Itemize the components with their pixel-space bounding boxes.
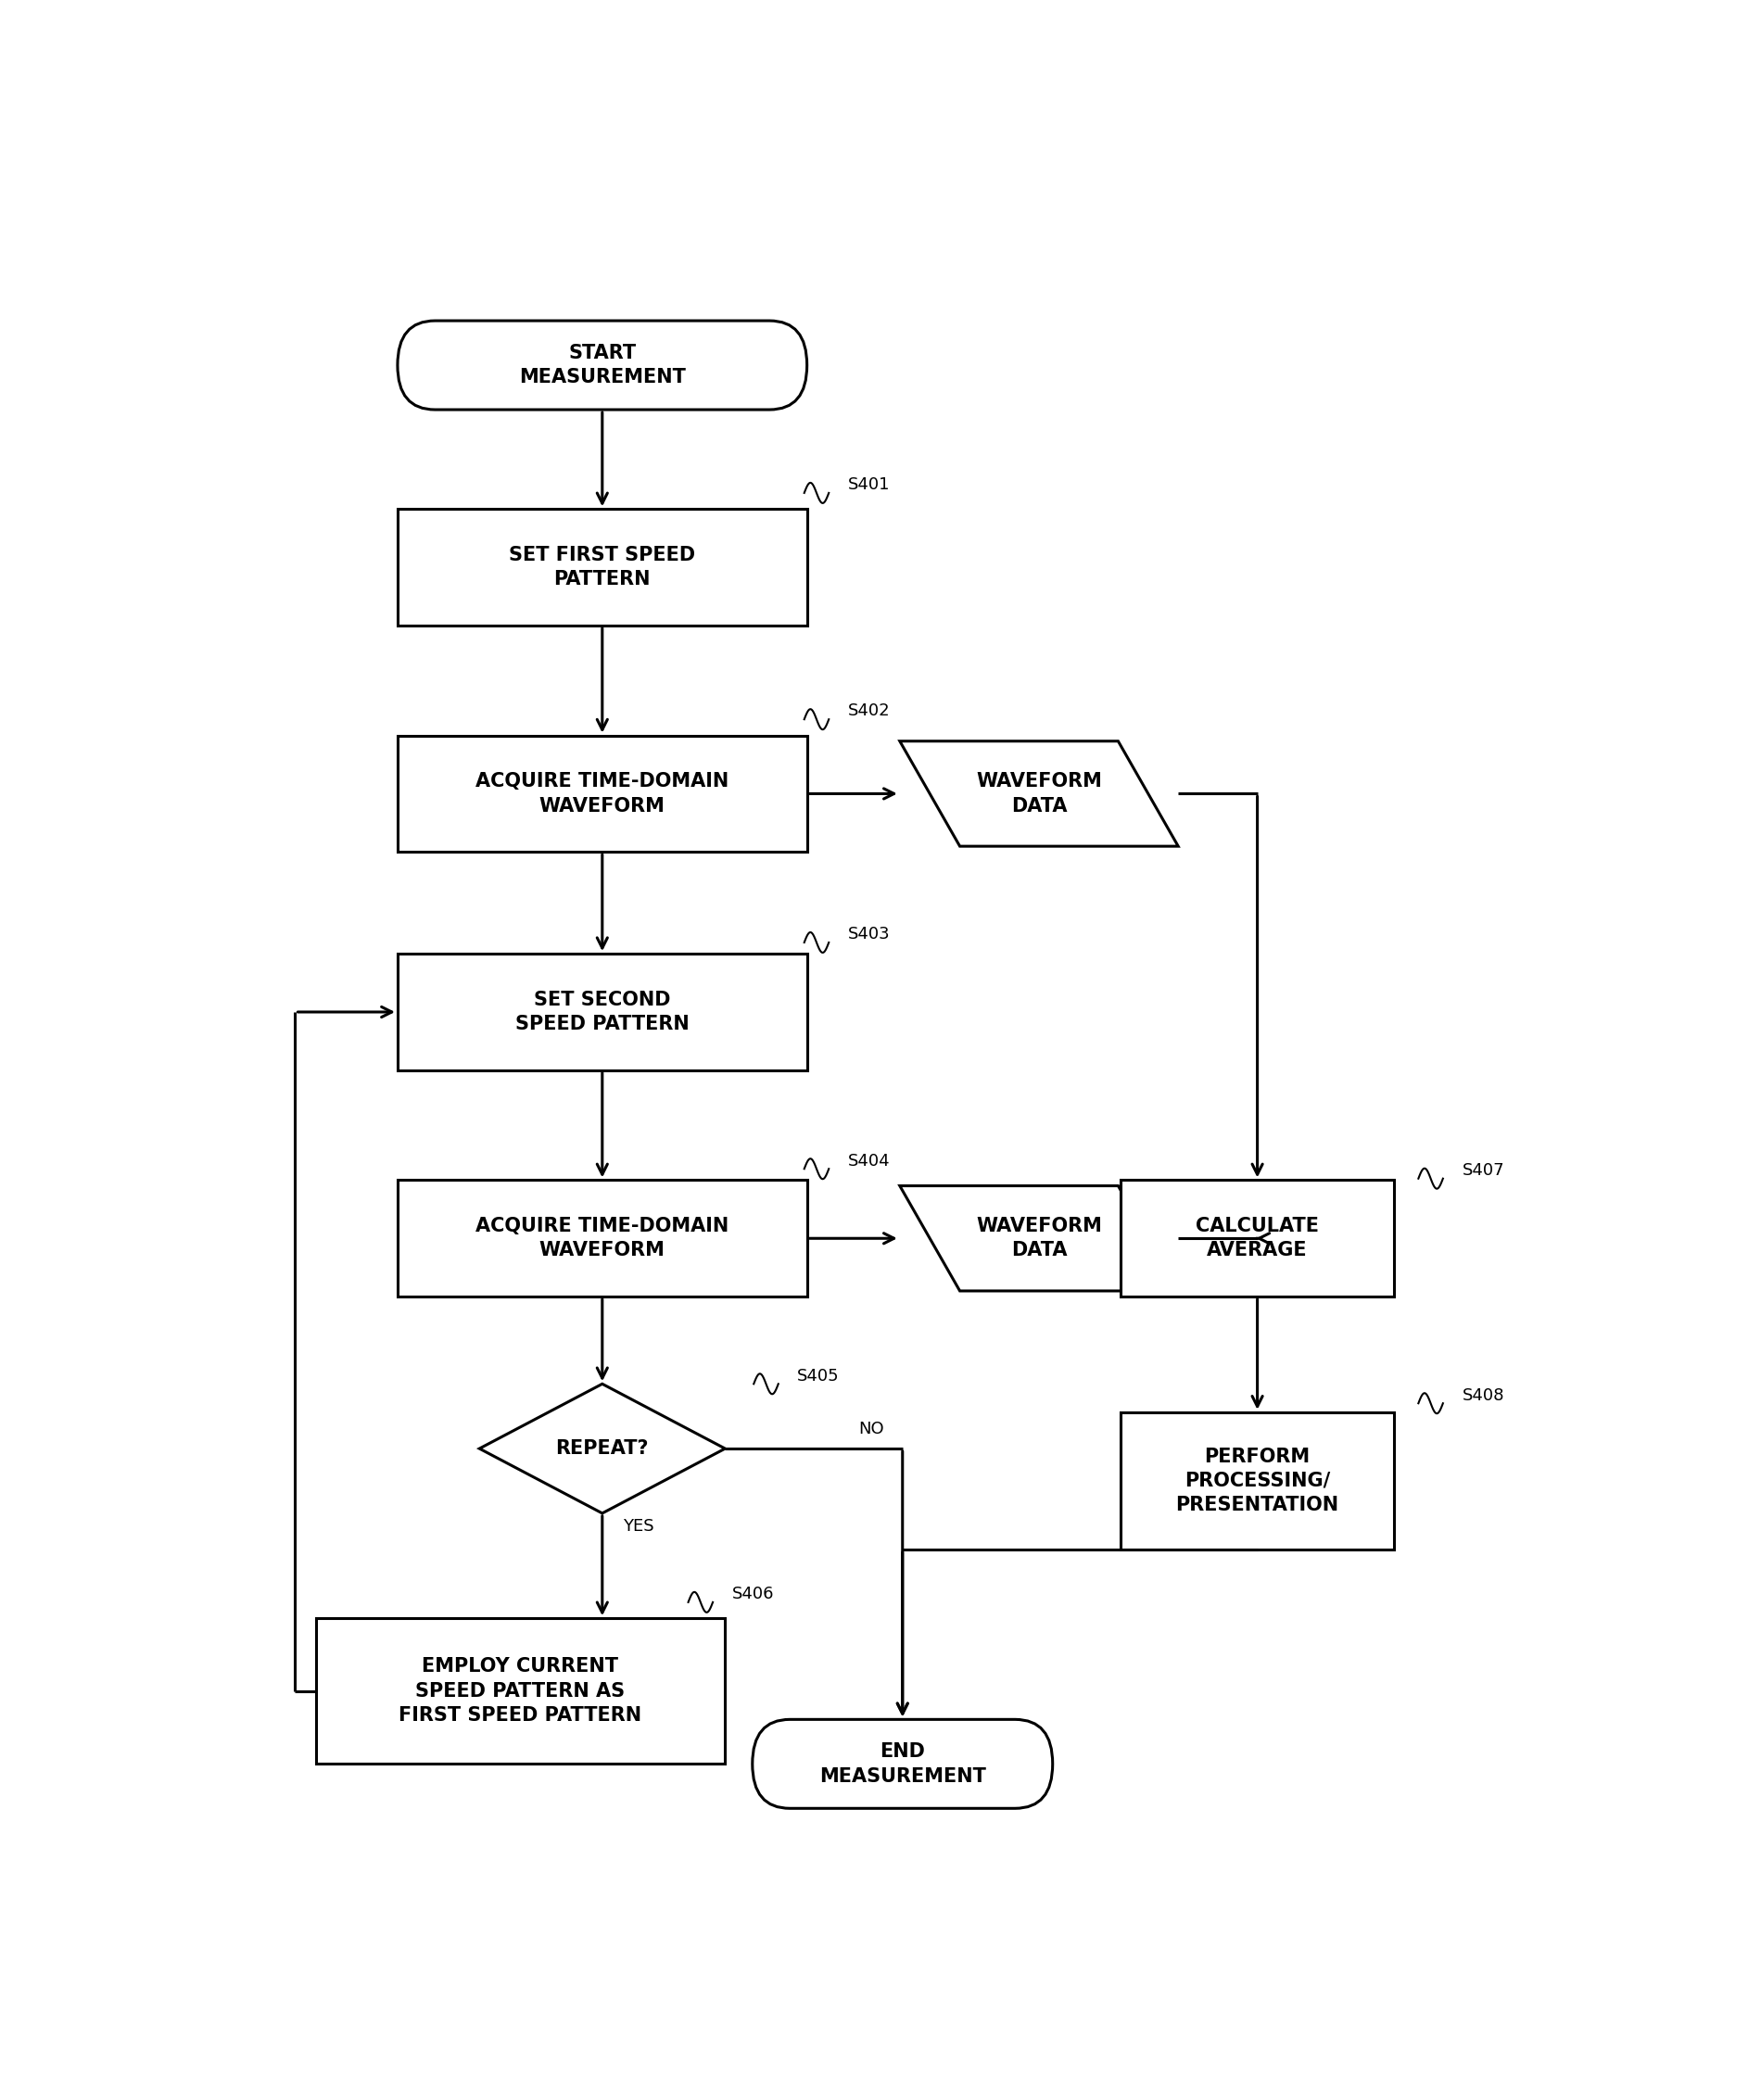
Bar bbox=[398, 1180, 807, 1296]
Bar bbox=[1120, 1180, 1395, 1296]
Text: S406: S406 bbox=[733, 1586, 775, 1602]
Bar bbox=[398, 735, 807, 853]
Text: ACQUIRE TIME-DOMAIN
WAVEFORM: ACQUIRE TIME-DOMAIN WAVEFORM bbox=[475, 1216, 729, 1260]
Polygon shape bbox=[900, 741, 1178, 846]
Text: SET FIRST SPEED
PATTERN: SET FIRST SPEED PATTERN bbox=[509, 546, 696, 588]
Text: WAVEFORM
DATA: WAVEFORM DATA bbox=[976, 773, 1102, 815]
Bar bbox=[315, 1619, 726, 1764]
Text: YES: YES bbox=[623, 1518, 653, 1535]
Text: SET SECOND
SPEED PATTERN: SET SECOND SPEED PATTERN bbox=[516, 991, 689, 1033]
Text: S401: S401 bbox=[849, 477, 889, 494]
Text: S402: S402 bbox=[849, 704, 891, 720]
Polygon shape bbox=[900, 1186, 1178, 1292]
Bar bbox=[1120, 1411, 1395, 1550]
Text: CALCULATE
AVERAGE: CALCULATE AVERAGE bbox=[1196, 1216, 1319, 1260]
Text: PERFORM
PROCESSING/
PRESENTATION: PERFORM PROCESSING/ PRESENTATION bbox=[1176, 1447, 1338, 1514]
Text: NO: NO bbox=[859, 1422, 884, 1438]
FancyBboxPatch shape bbox=[398, 321, 807, 410]
Text: S408: S408 bbox=[1462, 1386, 1504, 1403]
Text: REPEAT?: REPEAT? bbox=[556, 1438, 648, 1457]
Text: WAVEFORM
DATA: WAVEFORM DATA bbox=[976, 1216, 1102, 1260]
Text: S407: S407 bbox=[1462, 1161, 1504, 1178]
Text: START
MEASUREMENT: START MEASUREMENT bbox=[519, 344, 685, 386]
Text: EMPLOY CURRENT
SPEED PATTERN AS
FIRST SPEED PATTERN: EMPLOY CURRENT SPEED PATTERN AS FIRST SP… bbox=[400, 1657, 641, 1724]
FancyBboxPatch shape bbox=[752, 1720, 1053, 1808]
Text: S404: S404 bbox=[849, 1153, 891, 1170]
Text: S405: S405 bbox=[798, 1367, 840, 1384]
Polygon shape bbox=[479, 1384, 726, 1514]
Text: END
MEASUREMENT: END MEASUREMENT bbox=[819, 1743, 986, 1785]
Text: S403: S403 bbox=[849, 926, 891, 943]
Text: ACQUIRE TIME-DOMAIN
WAVEFORM: ACQUIRE TIME-DOMAIN WAVEFORM bbox=[475, 773, 729, 815]
Bar bbox=[398, 508, 807, 626]
Bar bbox=[398, 953, 807, 1071]
